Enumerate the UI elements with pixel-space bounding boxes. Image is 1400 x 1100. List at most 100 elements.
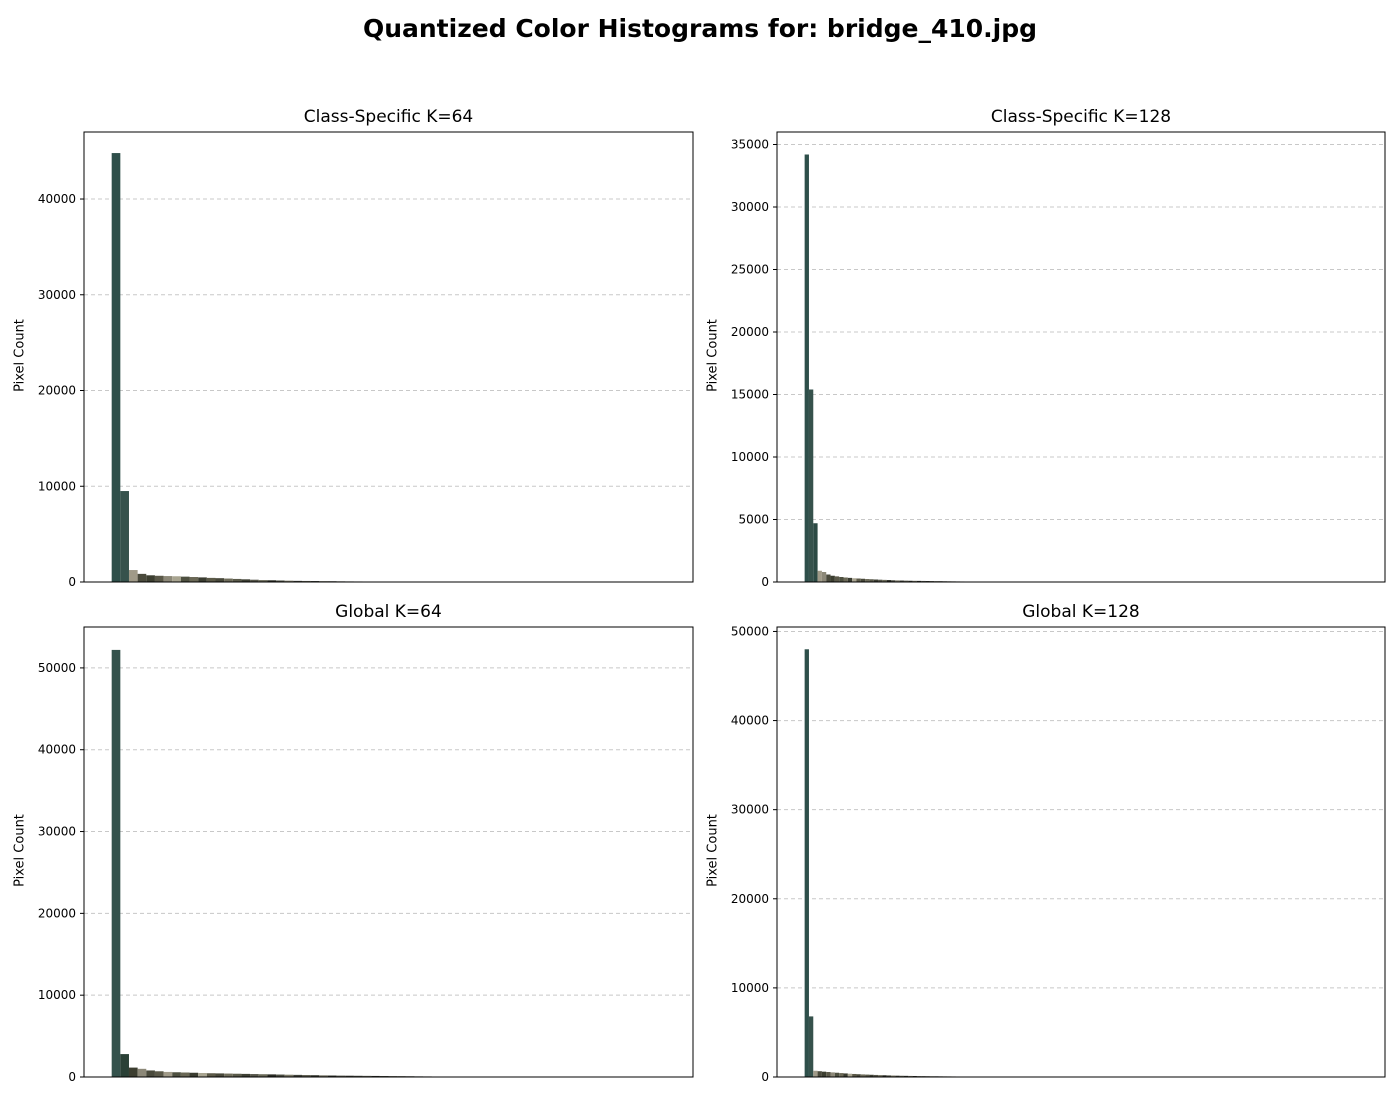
histogram-bar	[120, 491, 129, 582]
histogram-bar	[180, 576, 190, 582]
histogram-bar	[891, 580, 896, 582]
histogram-bar	[293, 580, 302, 582]
y-tick-label: 35000	[731, 138, 769, 152]
histogram-bar	[908, 1075, 913, 1077]
histogram-bar	[852, 1073, 857, 1077]
histogram-bar	[250, 579, 259, 582]
histogram-bar	[189, 577, 199, 582]
histogram-bar	[813, 1070, 818, 1077]
histogram-bar	[865, 579, 870, 582]
histogram-bar	[860, 578, 866, 582]
histogram-bar	[198, 1072, 207, 1077]
histogram-bar	[327, 1075, 337, 1077]
histogram-bar	[886, 580, 891, 582]
y-tick-label: 20000	[38, 384, 76, 398]
y-tick-label: 10000	[731, 981, 769, 995]
histogram-bar	[163, 576, 173, 582]
histogram-bar	[873, 579, 879, 582]
histogram-bar	[276, 1074, 285, 1077]
histogram-bar	[154, 1071, 164, 1077]
histogram-bar	[856, 1074, 861, 1077]
histogram-bar	[847, 1073, 853, 1077]
histogram-bar	[319, 1075, 328, 1077]
histogram-bar	[878, 579, 883, 582]
y-tick-label: 0	[761, 1070, 769, 1084]
histogram-bar	[163, 1071, 173, 1077]
histogram-bar	[882, 579, 887, 582]
y-tick-label: 30000	[38, 825, 76, 839]
histogram-bar	[284, 580, 294, 582]
histogram-bar	[371, 1075, 380, 1077]
histogram-bar	[301, 1075, 311, 1077]
histogram-bar	[345, 1075, 354, 1077]
histogram-bar	[895, 1075, 900, 1077]
histogram-bar	[808, 1016, 814, 1077]
axes-frame	[776, 626, 1386, 1078]
histogram-bar	[834, 576, 840, 582]
histogram-bar	[301, 580, 311, 582]
histogram-bar	[908, 580, 913, 582]
histogram-bar	[921, 580, 926, 582]
histogram-bar	[903, 580, 909, 582]
histogram-bar	[111, 649, 121, 1077]
histogram-bar	[856, 578, 861, 582]
y-tick-label: 40000	[731, 714, 769, 728]
histogram-bar	[843, 577, 848, 582]
histogram-bar	[224, 1073, 233, 1077]
histogram-bar	[813, 523, 818, 582]
histogram-bar	[353, 1075, 363, 1077]
histogram-bar	[189, 1072, 199, 1077]
y-tick-label: 40000	[38, 192, 76, 206]
histogram-bar	[146, 575, 155, 582]
histogram-bar	[198, 577, 207, 582]
histogram-bar	[847, 577, 853, 582]
histogram-bar	[362, 1075, 372, 1077]
histogram-bar	[865, 1074, 870, 1077]
histogram-bar	[120, 1054, 129, 1077]
histogram-bar	[250, 1074, 259, 1077]
histogram-bar	[232, 578, 242, 582]
histogram-bar	[839, 1073, 844, 1077]
histogram-bar	[258, 580, 268, 582]
y-tick-label: 20000	[38, 906, 76, 920]
histogram-bar	[111, 153, 121, 582]
histogram-bar	[128, 1067, 138, 1077]
histogram-bar	[860, 1074, 866, 1077]
histogram-bar	[267, 1074, 277, 1077]
histogram-bar	[873, 1074, 879, 1077]
y-tick-label: 5000	[738, 513, 769, 527]
histogram-bar	[808, 389, 814, 582]
histogram-bar	[916, 580, 922, 582]
histogram-bar	[830, 1072, 835, 1077]
histogram-bar	[276, 580, 285, 582]
y-tick-label: 20000	[731, 325, 769, 339]
histogram-bar	[154, 575, 164, 582]
histogram-bar	[804, 649, 809, 1077]
panel-title: Class-Specific K=128	[990, 107, 1172, 127]
histogram-bar	[137, 573, 147, 582]
histogram-bar	[172, 576, 181, 582]
y-tick-label: 30000	[38, 288, 76, 302]
panel-title: Global K=64	[335, 602, 442, 622]
histogram-bar	[869, 579, 874, 582]
histogram-bar	[821, 572, 827, 582]
y-tick-label: 10000	[731, 450, 769, 464]
histogram-bar	[817, 1071, 822, 1077]
histogram-bar	[284, 1074, 294, 1077]
y-tick-label: 50000	[731, 624, 769, 638]
histogram-bar	[224, 578, 233, 582]
histogram-bar	[891, 1075, 896, 1077]
histogram-bar	[241, 1073, 251, 1077]
axes-frame	[83, 131, 694, 583]
histogram-bar	[172, 1072, 181, 1077]
histogram-bar	[293, 1074, 302, 1077]
histogram-bar	[878, 1075, 883, 1077]
histogram-bar	[215, 578, 225, 582]
y-tick-label: 15000	[731, 388, 769, 402]
y-tick-label: 10000	[38, 988, 76, 1002]
